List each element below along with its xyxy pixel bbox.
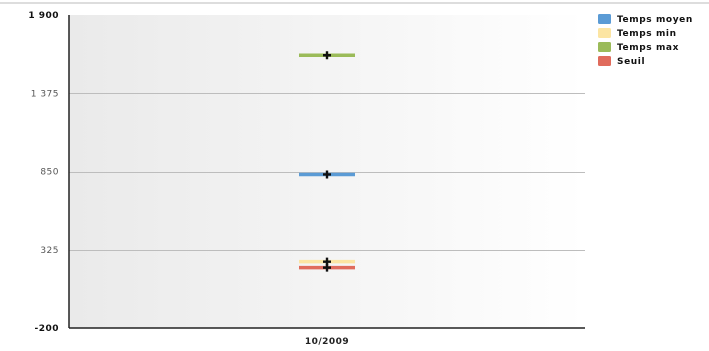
x-tick-labels: 10/2009 <box>305 337 349 347</box>
y-tick-label: 1 375 <box>31 89 59 99</box>
legend-swatch-temps-max <box>598 42 611 52</box>
y-tick-labels: -200 325 850 1 375 1 900 <box>28 11 59 334</box>
legend-swatch-temps-min <box>598 28 611 38</box>
legend-swatch-seuil <box>598 56 611 66</box>
data-point-temps-moyen[interactable] <box>323 170 331 179</box>
legend: Temps moyen Temps min Temps max Seuil <box>598 14 693 67</box>
legend-item-seuil[interactable]: Seuil <box>598 56 645 67</box>
legend-item-temps-max[interactable]: Temps max <box>598 42 679 53</box>
legend-label-temps-moyen: Temps moyen <box>617 15 693 25</box>
legend-swatch-temps-moyen <box>598 14 611 24</box>
legend-item-temps-moyen[interactable]: Temps moyen <box>598 14 693 25</box>
y-tick-label: 1 900 <box>28 11 59 21</box>
x-tick-label: 10/2009 <box>305 337 349 347</box>
legend-label-temps-min: Temps min <box>617 29 677 39</box>
series-marks <box>299 51 355 272</box>
data-point-seuil[interactable] <box>323 263 331 272</box>
legend-label-seuil: Seuil <box>617 57 645 67</box>
data-point-temps-max[interactable] <box>323 51 331 60</box>
legend-item-temps-min[interactable]: Temps min <box>598 28 677 39</box>
y-tick-label: -200 <box>34 324 59 334</box>
y-tick-label: 850 <box>40 168 59 178</box>
y-tick-label: 325 <box>40 246 59 256</box>
legend-label-temps-max: Temps max <box>617 43 679 53</box>
